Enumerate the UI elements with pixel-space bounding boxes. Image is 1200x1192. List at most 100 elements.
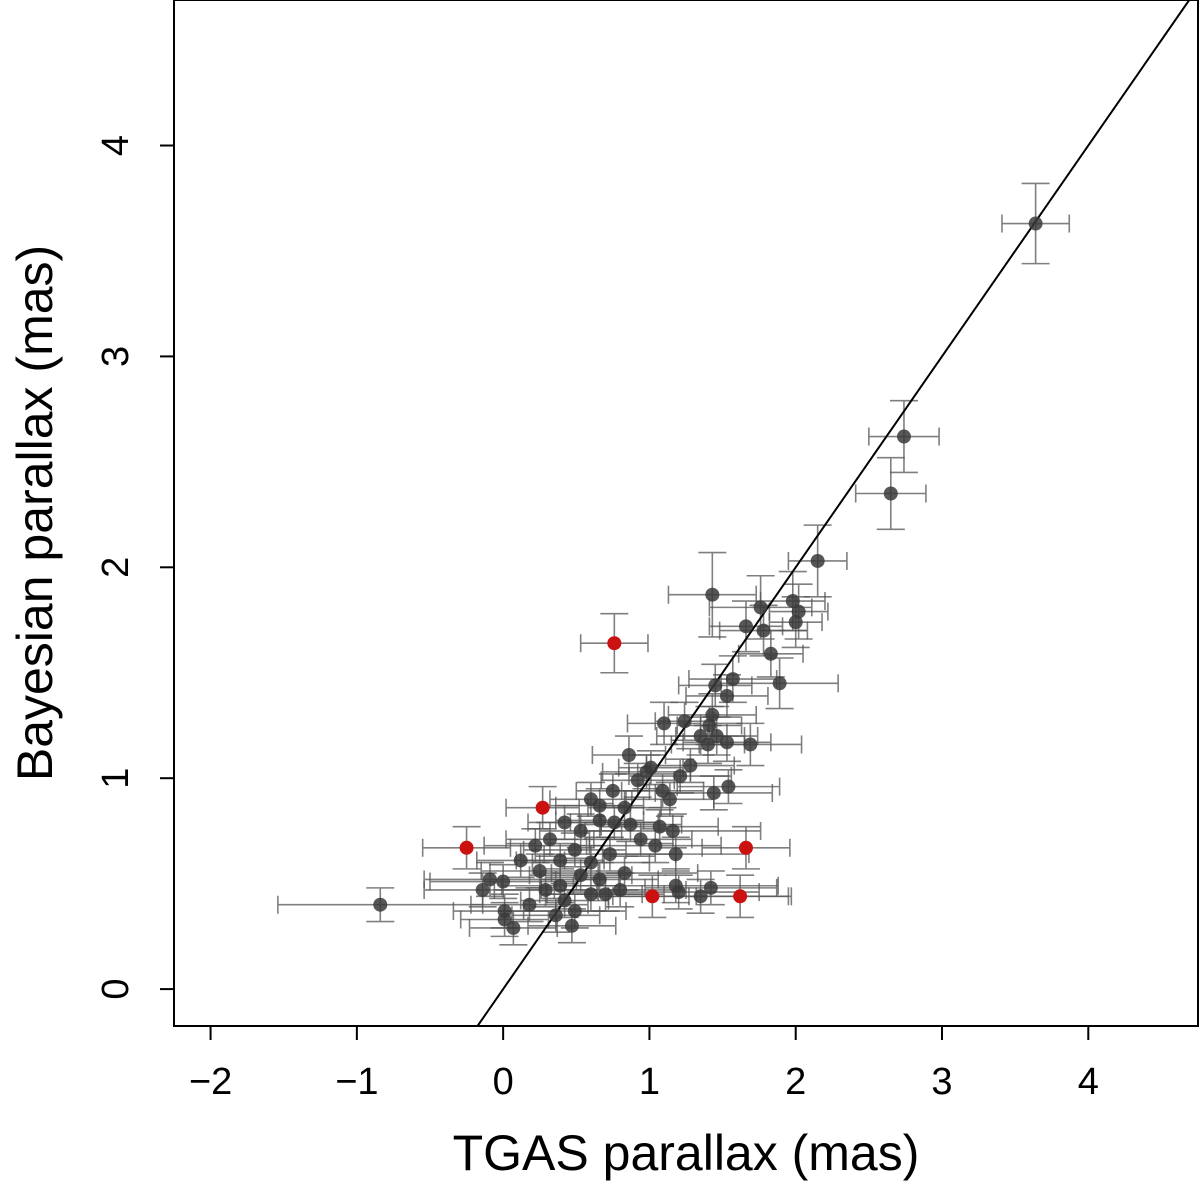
y-axis-label: Bayesian parallax (mas) xyxy=(7,245,63,781)
point xyxy=(538,882,553,897)
point xyxy=(592,872,607,887)
point xyxy=(883,486,898,501)
point xyxy=(522,897,537,912)
point xyxy=(602,847,617,862)
point xyxy=(542,832,557,847)
point xyxy=(373,897,388,912)
error-bar xyxy=(579,612,649,674)
point xyxy=(772,676,787,691)
point xyxy=(753,600,768,615)
plot-frame xyxy=(173,0,1199,1027)
point xyxy=(733,889,748,904)
point xyxy=(557,815,572,830)
point xyxy=(648,838,663,853)
point xyxy=(665,823,680,838)
x-tick-label: 0 xyxy=(493,1061,514,1103)
point xyxy=(788,615,803,630)
point xyxy=(557,893,572,908)
x-tick-label: 1 xyxy=(639,1061,660,1103)
point xyxy=(535,800,550,815)
point xyxy=(607,815,622,830)
point xyxy=(785,594,800,609)
point xyxy=(553,853,568,868)
point xyxy=(896,429,911,444)
point xyxy=(633,832,648,847)
x-tick-label: 2 xyxy=(785,1061,806,1103)
point xyxy=(671,885,686,900)
point xyxy=(613,882,628,897)
x-axis-label: TGAS parallax (mas) xyxy=(453,1125,920,1181)
point xyxy=(592,813,607,828)
point xyxy=(506,920,521,935)
point xyxy=(657,716,672,731)
point xyxy=(706,785,721,800)
point xyxy=(810,553,825,568)
point xyxy=(719,735,734,750)
point xyxy=(652,819,667,834)
point xyxy=(623,817,638,832)
point xyxy=(548,908,563,923)
point xyxy=(703,880,718,895)
point xyxy=(683,758,698,773)
point xyxy=(709,729,724,744)
point xyxy=(791,604,806,619)
point xyxy=(496,874,511,889)
point xyxy=(708,678,723,693)
point xyxy=(673,769,688,784)
x-tick-label: 4 xyxy=(1078,1061,1099,1103)
point xyxy=(607,636,622,651)
error-bar xyxy=(505,785,581,830)
identity-line xyxy=(476,0,1191,1026)
point xyxy=(738,619,753,634)
y-tick-label: 4 xyxy=(95,135,137,156)
point xyxy=(583,855,598,870)
point xyxy=(630,773,645,788)
point xyxy=(693,889,708,904)
point xyxy=(459,840,474,855)
point xyxy=(725,672,740,687)
point xyxy=(553,878,568,893)
x-tick-label: 3 xyxy=(931,1061,952,1103)
point xyxy=(705,587,720,602)
point xyxy=(583,792,598,807)
plot-area xyxy=(277,0,1191,1026)
point xyxy=(662,792,677,807)
point xyxy=(756,623,771,638)
point xyxy=(567,904,582,919)
point xyxy=(564,918,579,933)
point xyxy=(617,800,632,815)
point xyxy=(763,646,778,661)
point xyxy=(475,882,490,897)
y-tick-label: 2 xyxy=(95,557,137,578)
point xyxy=(598,887,613,902)
point xyxy=(639,764,654,779)
point xyxy=(482,872,497,887)
point xyxy=(719,688,734,703)
point xyxy=(743,737,758,752)
point xyxy=(532,863,547,878)
point xyxy=(497,912,512,927)
point xyxy=(702,718,717,733)
point xyxy=(621,748,636,763)
point xyxy=(583,887,598,902)
point xyxy=(677,714,692,729)
point xyxy=(668,847,683,862)
point xyxy=(567,842,582,857)
point xyxy=(528,838,543,853)
point xyxy=(573,823,588,838)
point xyxy=(645,889,660,904)
point xyxy=(738,840,753,855)
point xyxy=(721,779,736,794)
x-tick-label: −1 xyxy=(335,1061,378,1103)
point xyxy=(705,707,720,722)
point xyxy=(617,866,632,881)
point xyxy=(1028,216,1043,231)
x-tick-label: −2 xyxy=(189,1061,232,1103)
point xyxy=(700,737,715,752)
point xyxy=(605,783,620,798)
point xyxy=(513,853,528,868)
point xyxy=(573,868,588,883)
y-tick-label: 3 xyxy=(95,346,137,367)
y-tick-label: 0 xyxy=(95,979,137,1000)
